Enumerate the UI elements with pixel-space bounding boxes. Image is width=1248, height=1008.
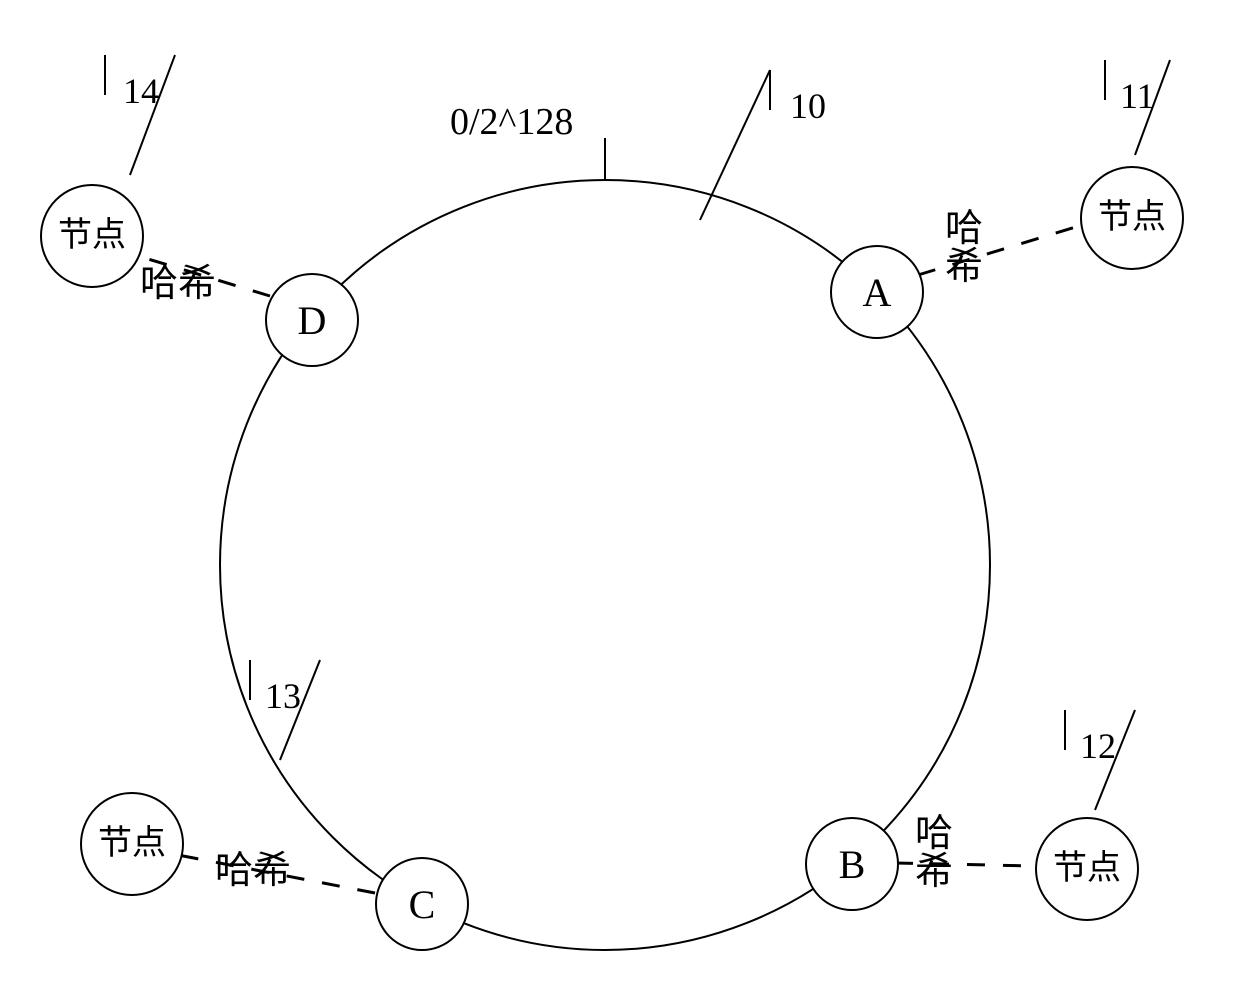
ring-node-c-label: C xyxy=(409,881,436,928)
outer-node-12-num: 12 xyxy=(1080,725,1116,767)
ring-slash-line xyxy=(700,70,770,220)
outer-node-11-num: 11 xyxy=(1120,75,1155,117)
outer-node-13-label: 节点 xyxy=(98,827,166,861)
hash-label-c: 哈希 xyxy=(215,852,291,890)
hash-label-d-text: 哈希 xyxy=(140,263,216,305)
outer-node-14-label: 节点 xyxy=(58,219,126,253)
ring-node-b-label: B xyxy=(839,841,866,888)
diagram-container: 0/2^128 10 A B C D 节点 11 节点 12 节点 13 节点 … xyxy=(0,0,1248,1008)
ring-node-a-label: A xyxy=(863,269,892,316)
ring-slash-label: 10 xyxy=(790,85,826,127)
ring-node-b: B xyxy=(805,817,899,911)
ring-node-a: A xyxy=(830,245,924,339)
hash-label-a: 哈希 xyxy=(945,210,989,286)
ring-node-c: C xyxy=(375,857,469,951)
outer-node-14-num: 14 xyxy=(123,70,159,112)
hash-label-b-text: 哈希 xyxy=(915,813,953,893)
outer-node-11: 节点 xyxy=(1080,166,1184,270)
hash-label-b: 哈希 xyxy=(915,815,959,891)
ring-node-d-label: D xyxy=(298,297,327,344)
top-label: 0/2^128 xyxy=(450,100,573,144)
outer-node-13: 节点 xyxy=(80,792,184,896)
outer-node-12: 节点 xyxy=(1035,817,1139,921)
outer-node-14: 节点 xyxy=(40,184,144,288)
hash-label-d: 哈希 xyxy=(140,265,216,303)
outer-node-12-label: 节点 xyxy=(1053,852,1121,886)
ring-node-d: D xyxy=(265,273,359,367)
hash-label-a-text: 哈希 xyxy=(945,208,983,288)
hash-label-c-text: 哈希 xyxy=(215,850,291,892)
outer-node-11-label: 节点 xyxy=(1098,201,1166,235)
outer-node-13-num: 13 xyxy=(265,675,301,717)
dash-link-a xyxy=(918,225,1082,275)
